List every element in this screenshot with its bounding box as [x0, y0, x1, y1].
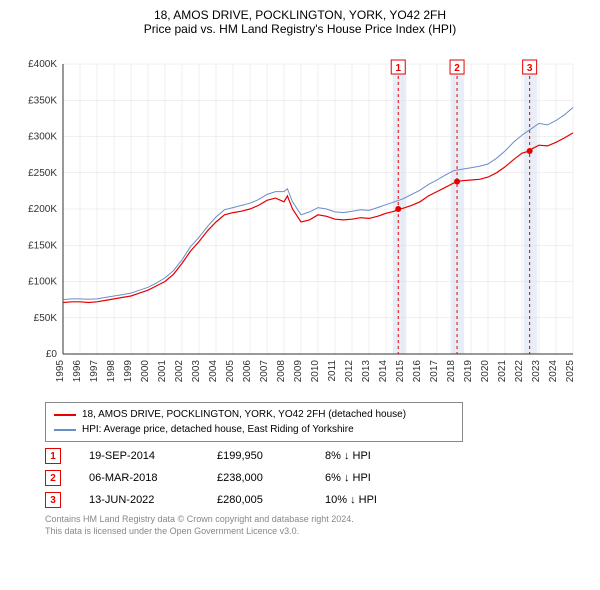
svg-text:£300K: £300K	[28, 132, 57, 143]
legend-label-hpi: HPI: Average price, detached house, East…	[82, 422, 354, 437]
legend-label-property: 18, AMOS DRIVE, POCKLINGTON, YORK, YO42 …	[82, 407, 406, 422]
svg-text:2000: 2000	[140, 360, 151, 383]
svg-text:1995: 1995	[55, 360, 66, 383]
svg-text:£100K: £100K	[28, 277, 57, 288]
sale-row: 1 19-SEP-2014 £199,950 8% ↓ HPI	[45, 448, 600, 464]
svg-text:2003: 2003	[191, 360, 202, 383]
svg-text:2019: 2019	[463, 360, 474, 383]
page-title: 18, AMOS DRIVE, POCKLINGTON, YORK, YO42 …	[0, 8, 600, 22]
sale-marker-box: 3	[45, 492, 61, 508]
sale-vs-hpi: 6% ↓ HPI	[325, 472, 425, 484]
sale-date: 06-MAR-2018	[89, 472, 189, 484]
svg-text:2: 2	[454, 63, 460, 74]
sale-date: 13-JUN-2022	[89, 494, 189, 506]
svg-text:2005: 2005	[225, 360, 236, 383]
svg-text:£50K: £50K	[34, 313, 58, 324]
svg-text:2020: 2020	[480, 360, 491, 383]
svg-text:2006: 2006	[242, 360, 253, 383]
svg-text:2011: 2011	[327, 360, 338, 382]
svg-text:£400K: £400K	[28, 59, 57, 70]
attribution: Contains HM Land Registry data © Crown c…	[45, 514, 600, 537]
sale-data-points: 1 19-SEP-2014 £199,950 8% ↓ HPI 2 06-MAR-2018…	[45, 448, 600, 508]
sale-price: £199,950	[217, 450, 297, 462]
svg-text:2004: 2004	[208, 360, 219, 383]
svg-text:1999: 1999	[123, 360, 134, 383]
svg-text:2017: 2017	[429, 360, 440, 383]
svg-text:£350K: £350K	[28, 95, 57, 106]
svg-text:2007: 2007	[259, 360, 270, 383]
chart-legend: 18, AMOS DRIVE, POCKLINGTON, YORK, YO42 …	[45, 402, 463, 442]
svg-text:2009: 2009	[293, 360, 304, 383]
sale-date: 19-SEP-2014	[89, 450, 189, 462]
page-subtitle: Price paid vs. HM Land Registry's House …	[0, 22, 600, 36]
svg-text:2014: 2014	[378, 360, 389, 383]
svg-text:2010: 2010	[310, 360, 321, 383]
attribution-line2: This data is licensed under the Open Gov…	[45, 526, 600, 538]
sale-marker-box: 1	[45, 448, 61, 464]
price-chart: £0 £50K £100K £150K £200K £250K £300K £350K £400…	[15, 44, 585, 394]
svg-text:2018: 2018	[446, 360, 457, 383]
sale-row: 2 06-MAR-2018 £238,000 6% ↓ HPI	[45, 470, 600, 486]
svg-text:2024: 2024	[548, 360, 559, 383]
sale-vs-hpi: 8% ↓ HPI	[325, 450, 425, 462]
svg-text:2023: 2023	[531, 360, 542, 383]
svg-text:2021: 2021	[497, 360, 508, 383]
svg-text:2012: 2012	[344, 360, 355, 383]
svg-text:2013: 2013	[361, 360, 372, 383]
svg-text:2025: 2025	[565, 360, 576, 383]
svg-text:2022: 2022	[514, 360, 525, 383]
svg-text:1997: 1997	[89, 360, 100, 383]
svg-text:2015: 2015	[395, 360, 406, 383]
legend-swatch-hpi	[54, 429, 76, 431]
svg-text:3: 3	[527, 63, 533, 74]
svg-text:2002: 2002	[174, 360, 185, 383]
page-container: 18, AMOS DRIVE, POCKLINGTON, YORK, YO42 …	[0, 0, 600, 537]
sale-vs-hpi: 10% ↓ HPI	[325, 494, 425, 506]
svg-text:2001: 2001	[157, 360, 168, 383]
legend-row-property: 18, AMOS DRIVE, POCKLINGTON, YORK, YO42 …	[54, 407, 454, 422]
svg-text:£0: £0	[46, 349, 58, 360]
sale-price: £238,000	[217, 472, 297, 484]
svg-text:£250K: £250K	[28, 168, 57, 179]
svg-text:2008: 2008	[276, 360, 287, 383]
svg-text:2016: 2016	[412, 360, 423, 383]
sale-row: 3 13-JUN-2022 £280,005 10% ↓ HPI	[45, 492, 600, 508]
sale-marker-box: 2	[45, 470, 61, 486]
svg-text:1: 1	[395, 63, 401, 74]
svg-text:£200K: £200K	[28, 204, 57, 215]
legend-swatch-property	[54, 414, 76, 416]
legend-row-hpi: HPI: Average price, detached house, East…	[54, 422, 454, 437]
sale-price: £280,005	[217, 494, 297, 506]
svg-text:1996: 1996	[72, 360, 83, 383]
svg-text:1998: 1998	[106, 360, 117, 383]
attribution-line1: Contains HM Land Registry data © Crown c…	[45, 514, 600, 526]
svg-text:£150K: £150K	[28, 240, 57, 251]
